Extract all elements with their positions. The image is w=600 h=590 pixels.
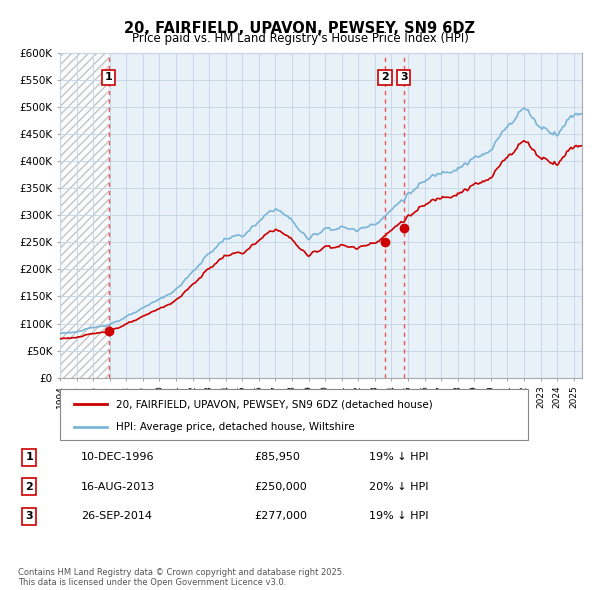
Text: HPI: Average price, detached house, Wiltshire: HPI: Average price, detached house, Wilt… bbox=[116, 422, 355, 432]
Text: 16-AUG-2013: 16-AUG-2013 bbox=[81, 482, 155, 491]
Text: £277,000: £277,000 bbox=[254, 512, 307, 521]
Text: 10-DEC-1996: 10-DEC-1996 bbox=[81, 453, 155, 462]
Text: 19% ↓ HPI: 19% ↓ HPI bbox=[369, 512, 428, 521]
Text: 20% ↓ HPI: 20% ↓ HPI bbox=[369, 482, 428, 491]
Text: 3: 3 bbox=[400, 73, 407, 83]
Text: £250,000: £250,000 bbox=[254, 482, 307, 491]
Text: Contains HM Land Registry data © Crown copyright and database right 2025.
This d: Contains HM Land Registry data © Crown c… bbox=[18, 568, 344, 587]
Text: £85,950: £85,950 bbox=[254, 453, 300, 462]
Text: 2: 2 bbox=[381, 73, 389, 83]
Text: 26-SEP-2014: 26-SEP-2014 bbox=[81, 512, 152, 521]
Text: 20, FAIRFIELD, UPAVON, PEWSEY, SN9 6DZ (detached house): 20, FAIRFIELD, UPAVON, PEWSEY, SN9 6DZ (… bbox=[116, 399, 433, 409]
Text: 3: 3 bbox=[25, 512, 33, 521]
Bar bbox=[60, 53, 109, 378]
Text: 19% ↓ HPI: 19% ↓ HPI bbox=[369, 453, 428, 462]
Text: 20, FAIRFIELD, UPAVON, PEWSEY, SN9 6DZ: 20, FAIRFIELD, UPAVON, PEWSEY, SN9 6DZ bbox=[125, 21, 476, 35]
Text: Price paid vs. HM Land Registry's House Price Index (HPI): Price paid vs. HM Land Registry's House … bbox=[131, 32, 469, 45]
Text: 1: 1 bbox=[105, 73, 113, 83]
FancyBboxPatch shape bbox=[60, 389, 528, 440]
Text: 1: 1 bbox=[25, 453, 33, 462]
Text: 2: 2 bbox=[25, 482, 33, 491]
